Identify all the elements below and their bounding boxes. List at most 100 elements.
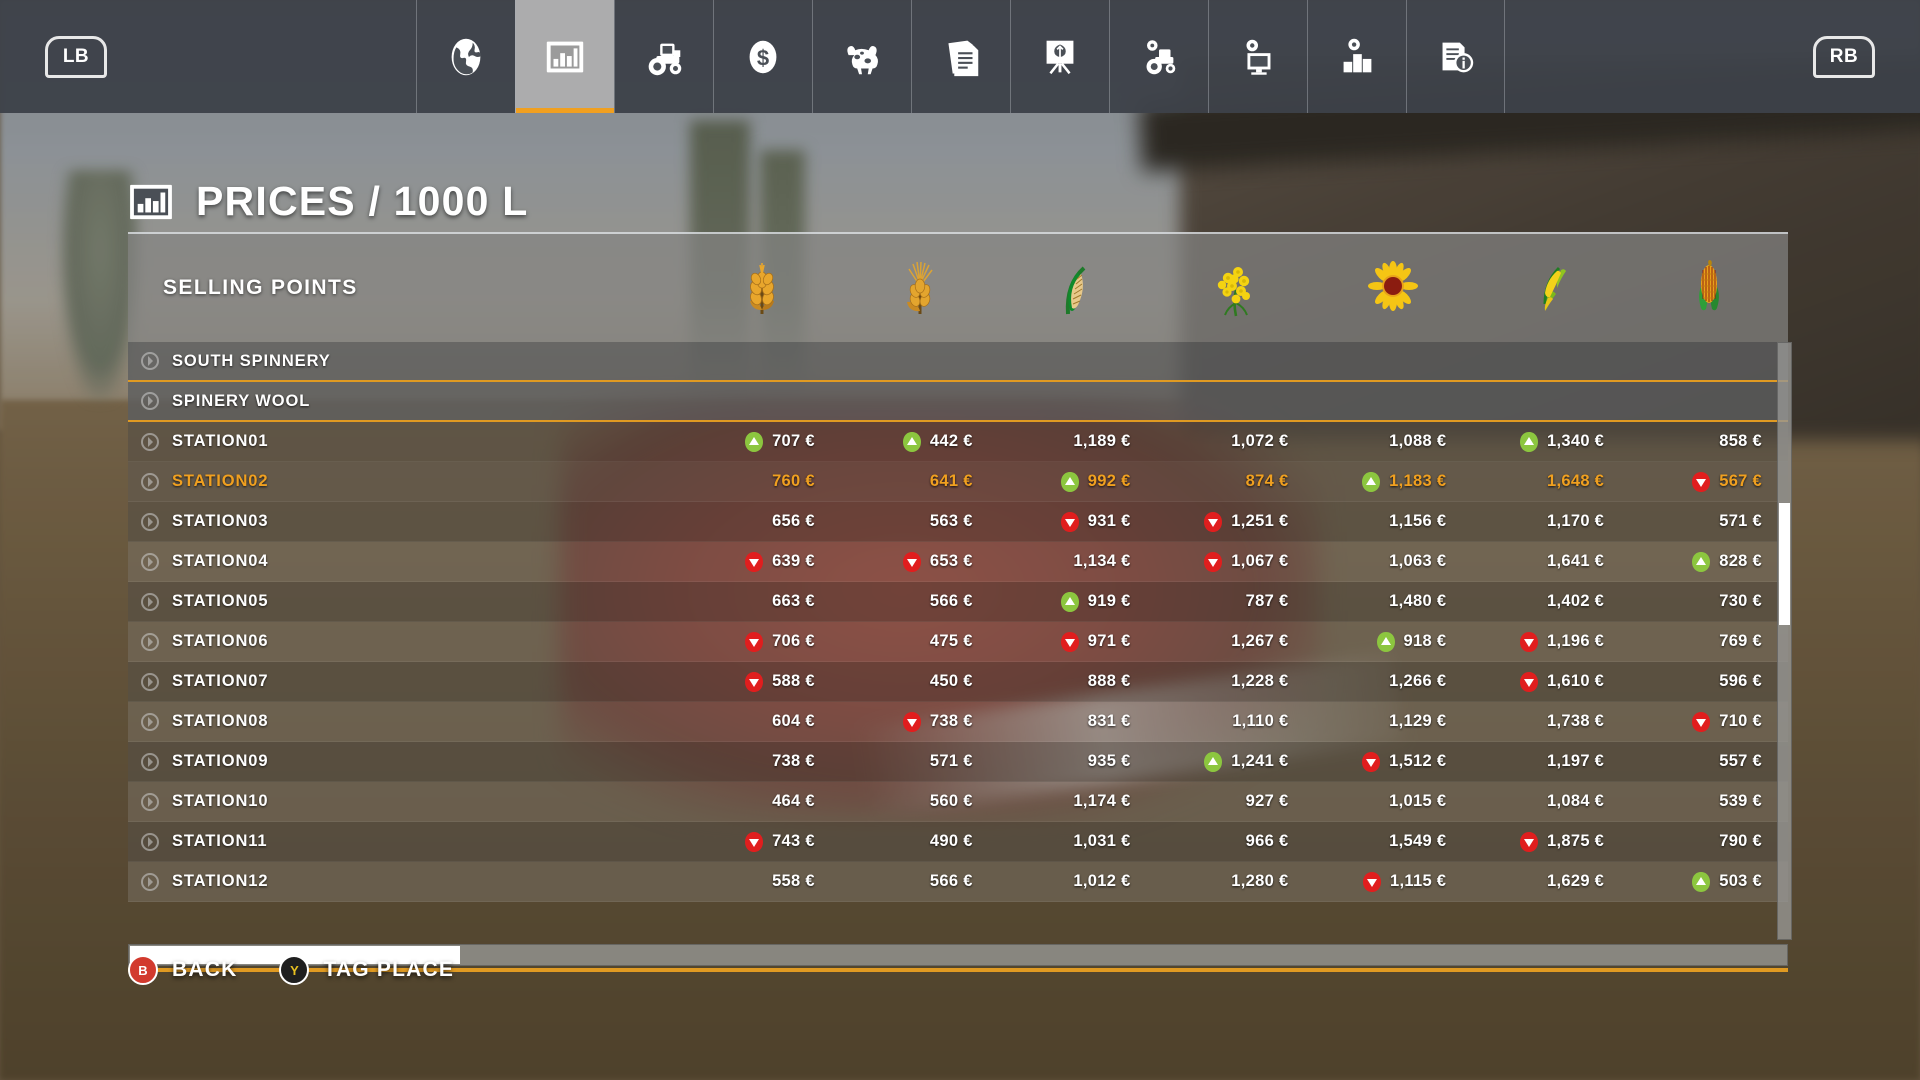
table-row[interactable]: STATION10 464 € 560 € 1,174 € 927 € 1,015 € 1,… — [128, 782, 1788, 822]
price-cell-maize[interactable]: 571 € — [1630, 502, 1788, 541]
price-cell-sunflower[interactable]: 1,088 € — [1314, 422, 1472, 461]
price-cell-barley[interactable]: 560 € — [841, 782, 999, 821]
price-cell-barley[interactable]: 475 € — [841, 622, 999, 661]
price-cell-barley[interactable]: 566 € — [841, 582, 999, 621]
nav-tab-mods[interactable] — [1306, 0, 1406, 113]
price-cell-maize[interactable]: 790 € — [1630, 822, 1788, 861]
price-cell-canola[interactable]: 1,110 € — [1157, 702, 1315, 741]
price-cell-soybean[interactable]: 1,196 € — [1472, 622, 1630, 661]
hint-back[interactable]: B BACK — [128, 955, 237, 985]
price-cell-canola[interactable]: 787 € — [1157, 582, 1315, 621]
nav-tab-prices[interactable] — [514, 0, 614, 113]
price-cell-maize[interactable]: 828 € — [1630, 542, 1788, 581]
price-cell-sunflower[interactable]: 1,156 € — [1314, 502, 1472, 541]
price-cell-canola[interactable]: 927 € — [1157, 782, 1315, 821]
price-cell-maize[interactable]: 769 € — [1630, 622, 1788, 661]
table-row[interactable]: STATION02 760 € 641 € 992 € 874 € 1,183 € 1,64… — [128, 462, 1788, 502]
price-cell-wheat[interactable]: 743 € — [683, 822, 841, 861]
column-header-wheat[interactable] — [683, 258, 841, 318]
price-cell-wheat[interactable]: 663 € — [683, 582, 841, 621]
nav-tab-animals[interactable] — [811, 0, 911, 113]
price-cell-oat[interactable]: 888 € — [999, 662, 1157, 701]
price-cell-maize[interactable]: 503 € — [1630, 862, 1788, 901]
vertical-scrollbar[interactable] — [1777, 342, 1792, 940]
price-cell-sunflower[interactable]: 918 € — [1314, 622, 1472, 661]
price-cell-soybean[interactable]: 1,402 € — [1472, 582, 1630, 621]
price-cell-oat[interactable]: 1,031 € — [999, 822, 1157, 861]
nav-tab-map[interactable] — [415, 0, 515, 113]
price-cell-soybean[interactable]: 1,738 € — [1472, 702, 1630, 741]
price-cell-maize[interactable]: 710 € — [1630, 702, 1788, 741]
price-cell-canola[interactable]: 1,228 € — [1157, 662, 1315, 701]
price-cell-barley[interactable]: 738 € — [841, 702, 999, 741]
price-cell-sunflower[interactable]: 1,480 € — [1314, 582, 1472, 621]
price-cell-oat[interactable]: 935 € — [999, 742, 1157, 781]
nav-tab-vehicle-settings[interactable] — [1108, 0, 1208, 113]
price-cell-oat[interactable]: 971 € — [999, 622, 1157, 661]
price-cell-oat[interactable]: 919 € — [999, 582, 1157, 621]
price-cell-oat[interactable]: 931 € — [999, 502, 1157, 541]
nav-tab-statistics[interactable] — [1009, 0, 1109, 113]
price-cell-maize[interactable]: 596 € — [1630, 662, 1788, 701]
table-group-row[interactable]: SPINERY WOOL — [128, 382, 1788, 422]
price-cell-soybean[interactable]: 1,875 € — [1472, 822, 1630, 861]
table-row[interactable]: STATION12 558 € 566 € 1,012 € 1,280 € 1,115 €… — [128, 862, 1788, 902]
table-row[interactable]: STATION06 706 € 475 € 971 € 1,267 € 918 € 1,19… — [128, 622, 1788, 662]
price-cell-oat[interactable]: 1,189 € — [999, 422, 1157, 461]
price-cell-soybean[interactable]: 1,084 € — [1472, 782, 1630, 821]
price-cell-canola[interactable]: 1,251 € — [1157, 502, 1315, 541]
price-cell-canola[interactable]: 1,280 € — [1157, 862, 1315, 901]
price-cell-wheat[interactable]: 464 € — [683, 782, 841, 821]
table-row[interactable]: STATION11 743 € 490 € 1,031 € 966 € 1,549 € 1,… — [128, 822, 1788, 862]
nav-tab-vehicles[interactable] — [613, 0, 713, 113]
price-cell-barley[interactable]: 641 € — [841, 462, 999, 501]
nav-tab-finances[interactable]: $ — [712, 0, 812, 113]
left-shoulder-button[interactable]: LB — [0, 0, 152, 113]
nav-tab-game-settings[interactable] — [1207, 0, 1307, 113]
vertical-scrollbar-thumb[interactable] — [1779, 503, 1790, 625]
price-cell-sunflower[interactable]: 1,549 € — [1314, 822, 1472, 861]
price-cell-sunflower[interactable]: 1,129 € — [1314, 702, 1472, 741]
price-cell-soybean[interactable]: 1,340 € — [1472, 422, 1630, 461]
price-cell-canola[interactable]: 874 € — [1157, 462, 1315, 501]
price-cell-wheat[interactable]: 707 € — [683, 422, 841, 461]
price-cell-maize[interactable]: 858 € — [1630, 422, 1788, 461]
price-cell-wheat[interactable]: 558 € — [683, 862, 841, 901]
price-cell-barley[interactable]: 450 € — [841, 662, 999, 701]
price-cell-soybean[interactable]: 1,641 € — [1472, 542, 1630, 581]
nav-tab-help[interactable] — [1405, 0, 1505, 113]
price-cell-wheat[interactable]: 738 € — [683, 742, 841, 781]
column-header-maize[interactable] — [1630, 258, 1788, 318]
price-cell-canola[interactable]: 1,267 € — [1157, 622, 1315, 661]
price-cell-barley[interactable]: 566 € — [841, 862, 999, 901]
price-cell-maize[interactable]: 730 € — [1630, 582, 1788, 621]
price-cell-soybean[interactable]: 1,170 € — [1472, 502, 1630, 541]
price-cell-sunflower[interactable]: 1,063 € — [1314, 542, 1472, 581]
price-cell-oat[interactable]: 1,134 € — [999, 542, 1157, 581]
nav-tab-contracts[interactable] — [910, 0, 1010, 113]
price-cell-soybean[interactable]: 1,610 € — [1472, 662, 1630, 701]
table-row[interactable]: STATION04 639 € 653 € 1,134 € 1,067 € 1,063 €… — [128, 542, 1788, 582]
price-cell-barley[interactable]: 563 € — [841, 502, 999, 541]
price-cell-barley[interactable]: 442 € — [841, 422, 999, 461]
price-cell-oat[interactable]: 1,174 € — [999, 782, 1157, 821]
price-cell-wheat[interactable]: 588 € — [683, 662, 841, 701]
column-header-soybean[interactable] — [1472, 258, 1630, 318]
price-cell-sunflower[interactable]: 1,115 € — [1314, 862, 1472, 901]
price-cell-wheat[interactable]: 639 € — [683, 542, 841, 581]
price-cell-oat[interactable]: 831 € — [999, 702, 1157, 741]
hint-tag-place[interactable]: Y TAG PLACE — [279, 955, 454, 985]
price-cell-canola[interactable]: 966 € — [1157, 822, 1315, 861]
table-row[interactable]: STATION05 663 € 566 € 919 € 787 € 1,480 € 1,40… — [128, 582, 1788, 622]
price-cell-oat[interactable]: 1,012 € — [999, 862, 1157, 901]
price-cell-canola[interactable]: 1,072 € — [1157, 422, 1315, 461]
price-cell-barley[interactable]: 653 € — [841, 542, 999, 581]
price-cell-soybean[interactable]: 1,648 € — [1472, 462, 1630, 501]
table-row[interactable]: STATION08 604 € 738 € 831 € 1,110 € 1,129 € 1,… — [128, 702, 1788, 742]
price-cell-wheat[interactable]: 656 € — [683, 502, 841, 541]
column-header-canola[interactable] — [1157, 258, 1315, 318]
table-group-row[interactable]: SOUTH SPINNERY — [128, 342, 1788, 382]
price-cell-maize[interactable]: 539 € — [1630, 782, 1788, 821]
table-row[interactable]: STATION09 738 € 571 € 935 € 1,241 € 1,512 € 1,… — [128, 742, 1788, 782]
price-cell-maize[interactable]: 557 € — [1630, 742, 1788, 781]
